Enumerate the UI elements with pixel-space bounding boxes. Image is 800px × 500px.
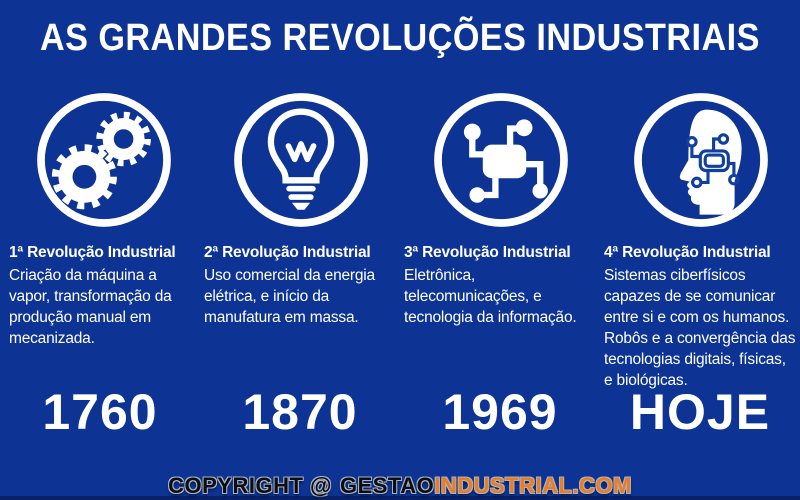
icon-circle-3	[404, 85, 598, 235]
brand-gestao: GESTAO	[339, 473, 435, 498]
timeline-years: 1760 1870 1969 HOJE	[0, 383, 800, 441]
year-label-1: 1760	[42, 384, 158, 440]
head-circuit-icon	[634, 93, 768, 227]
bottom-edge-strip	[0, 496, 800, 500]
revolution-heading: 3ª Revolução Industrial	[404, 244, 571, 261]
lightbulb-icon	[234, 93, 368, 227]
revolution-description: Uso comercial da energia elétrica, e iní…	[204, 267, 375, 327]
revolution-heading: 1ª Revolução Industrial	[9, 244, 176, 261]
revolution-description: Criação da máquina a vapor, transformaçã…	[9, 267, 172, 348]
revolution-column-2: 2ª Revolução Industrial Uso comercial da…	[200, 85, 400, 391]
circuit-nodes-icon	[434, 93, 568, 227]
page-title: AS GRANDES REVOLUÇÕES INDUSTRIAIS	[40, 17, 760, 59]
revolution-columns: 1ª Revolução Industrial Criação da máqui…	[0, 85, 800, 391]
copyright-footer: COPYRIGHT @ GESTAOINDUSTRIAL.COM	[0, 473, 800, 499]
revolution-column-3: 3ª Revolução Industrial Eletrônica, tele…	[400, 85, 600, 391]
revolution-heading: 4ª Revolução Industrial	[604, 244, 771, 261]
icon-circle-1	[9, 85, 198, 235]
year-label-4: HOJE	[629, 384, 771, 440]
year-label-2: 1870	[242, 384, 358, 440]
revolution-column-4: 4ª Revolução Industrial Sistemas ciberfí…	[600, 85, 800, 391]
revolution-heading: 2ª Revolução Industrial	[204, 244, 371, 261]
revolution-description: Sistemas ciberfísicos capazes de se comu…	[604, 267, 796, 390]
revolution-column-1: 1ª Revolução Industrial Criação da máqui…	[0, 85, 200, 391]
brand-industrial: INDUSTRIAL.COM	[434, 473, 632, 498]
revolution-description: Eletrônica, telecomunicações, e tecnolog…	[404, 267, 577, 327]
icon-circle-4	[604, 85, 798, 235]
gears-icon	[36, 93, 171, 227]
year-label-3: 1969	[442, 384, 558, 440]
icon-circle-2	[204, 85, 398, 235]
copyright-text: COPYRIGHT @	[168, 473, 332, 498]
